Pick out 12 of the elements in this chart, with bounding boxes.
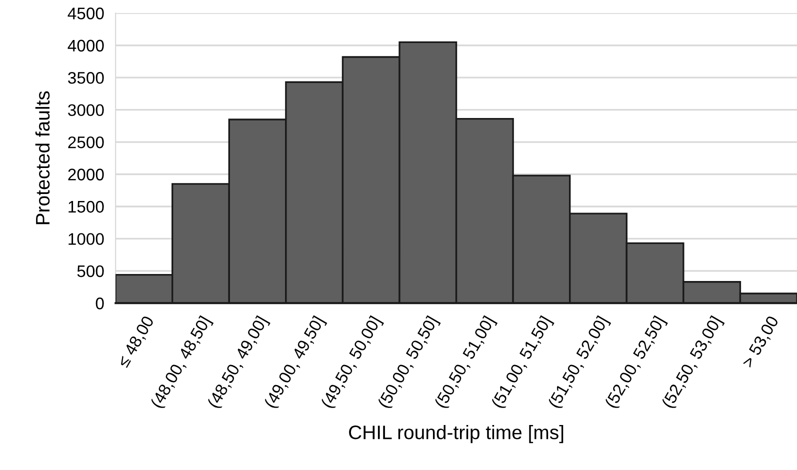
y-tick-label: 500 [77,265,104,278]
y-tick-label: 2500 [68,136,104,148]
y-tick-label: 0 [96,298,104,310]
x-axis-title: CHIL round-trip time [ms] [349,424,564,444]
y-tick-label: 4000 [68,40,104,52]
y-axis-title: Protected faults [35,91,50,224]
y-tick-label: 4500 [68,8,104,20]
y-tick-label: 3000 [68,104,104,116]
y-tick-label: 1000 [68,233,104,245]
y-tick-label: 3500 [68,72,104,84]
y-tick-label: 2000 [68,168,104,180]
y-tick-label: 1500 [68,200,104,213]
